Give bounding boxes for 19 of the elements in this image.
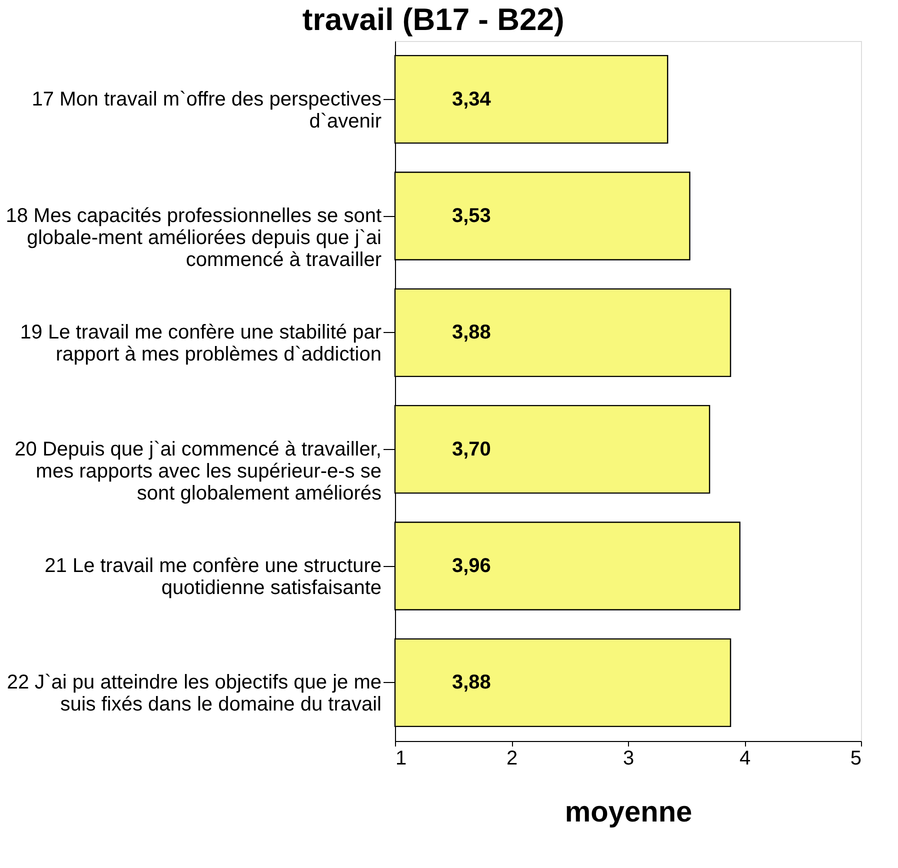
chart-title: travail (B17 - B22) bbox=[302, 2, 564, 37]
data-label: 3,34 bbox=[452, 88, 492, 110]
x-tick-label: 5 bbox=[850, 748, 862, 770]
data-label: 3,70 bbox=[452, 438, 491, 460]
x-tick-label: 2 bbox=[506, 748, 518, 770]
data-label: 3,88 bbox=[452, 322, 491, 344]
y-tick-label: 21 Le travail me confère une structure quotidienne satisfaisante bbox=[44, 555, 382, 599]
x-tick-label: 1 bbox=[396, 748, 407, 770]
y-tick-label: 18 Mes capacités professionnelles se sont globale-ment améliorées depuis que j`ai commencé à travailler bbox=[6, 205, 382, 271]
y-tick-label: 19 Le travail me confère une stabilité par rapport à mes problèmes d`addiction bbox=[20, 322, 382, 366]
x-axis-title: moyenne bbox=[564, 796, 692, 828]
data-label: 3,53 bbox=[452, 205, 491, 227]
x-tick-label: 4 bbox=[739, 748, 751, 770]
y-tick-label: 17 Mon travail m`offre des perspectives d`avenir bbox=[32, 88, 382, 132]
y-tick-label: 22 J`ai pu atteindre les objectifs que je me suis fixés dans le domaine du travail bbox=[6, 672, 382, 716]
y-tick-label: 20 Depuis que j`ai commencé à travailler, mes rapports avec les supérieur-e-s se sont globalement améliorés bbox=[14, 438, 382, 504]
data-label: 3,88 bbox=[452, 672, 491, 694]
x-tick-label: 3 bbox=[622, 748, 634, 770]
data-label: 3,96 bbox=[452, 555, 491, 577]
